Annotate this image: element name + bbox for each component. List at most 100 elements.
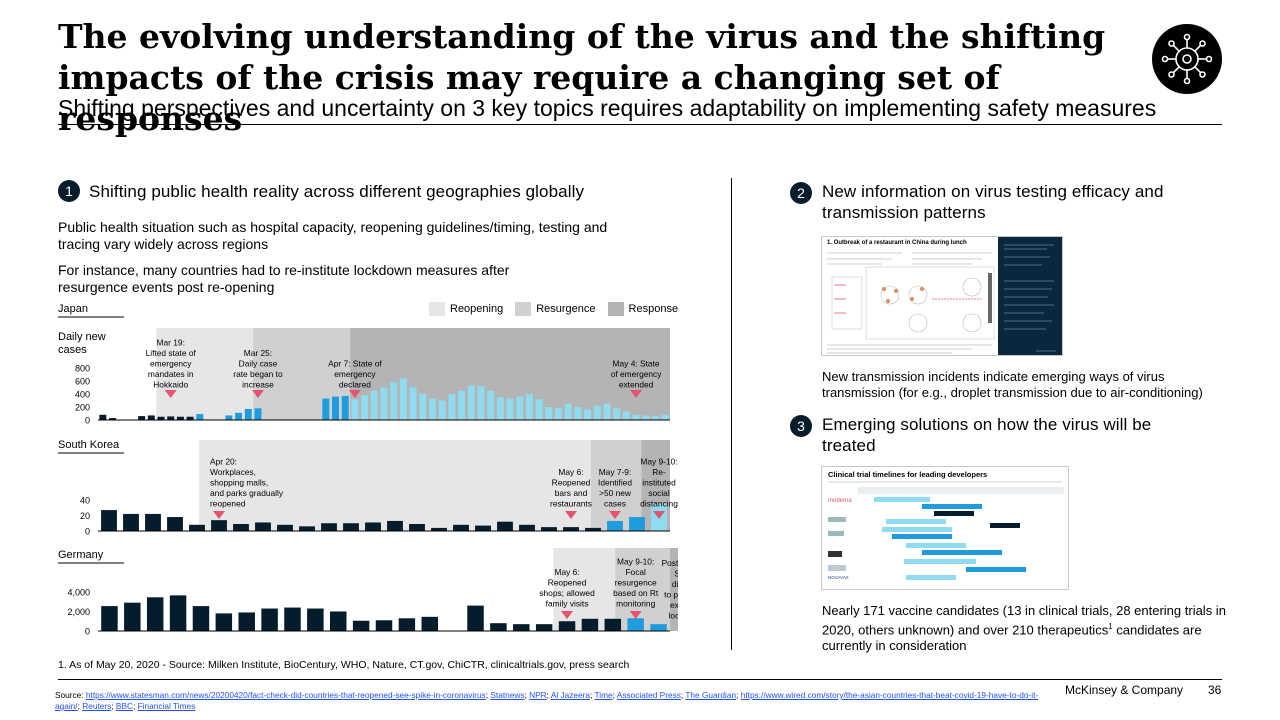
annotation-label: lockdown [669,611,678,621]
annotation-label: >50 new [599,488,632,498]
y-tick-label: 2,000 [67,607,90,617]
thumbnail-title: 1. Outbreak of a restaurant in China dur… [827,240,967,246]
annotation-label: reopened [210,499,246,509]
bar [101,606,118,631]
annotation-marker [629,611,642,619]
country-label: Japan [58,303,88,315]
moderna-logo: moderna [828,498,852,504]
annotation-marker [609,511,621,519]
bar [352,620,370,631]
section-2-caption: New transmission incidents indicate emer… [822,369,1203,400]
bar [235,412,243,420]
bar [419,394,427,420]
footnote: 1. As of May 20, 2020 - Source: Milken I… [58,659,630,671]
annotation-label: shopping malls, [210,478,268,488]
bar [109,418,117,420]
annotation-label: mandates in [148,369,194,379]
phase-legend: Reopening Resurgence Response [429,302,678,316]
annotation-label: distancing [640,499,678,509]
section-1-para-2: For instance, many countries had to re-i… [58,262,510,295]
bar [555,408,562,420]
bar [558,621,576,631]
legend-label: Reopening [450,303,504,315]
bar [525,394,533,420]
y-axis-label: cases [58,344,87,356]
bar [233,524,249,531]
thumbnail-title: Clinical trial timelines for leading dev… [828,470,987,479]
bar [458,390,466,420]
source-link[interactable]: NPR [529,690,547,700]
section-3-caption: Nearly 171 vaccine candidates (13 in cli… [822,603,1227,654]
clinical-trial-thumbnail[interactable]: Clinical trial timelines for leading dev… [821,466,1069,590]
bar [564,403,572,420]
bar [629,517,645,531]
bar [506,398,514,420]
bar [167,517,183,531]
source-link[interactable]: Time [594,690,613,700]
annotation-marker [164,390,177,398]
bar [627,618,644,631]
section-2-number: 2 [790,182,812,204]
bar [661,414,669,420]
phase-band-response [670,548,678,631]
phase-band-resurgence [615,548,670,631]
bar [169,595,187,631]
source-link[interactable]: https://www.wired.com/story/the-asian-co… [55,690,1039,711]
section-2-heading: New information on virus testing efficac… [822,182,1164,222]
annotation-label: May 6: [558,467,583,477]
annotation-label: shops; allowed [539,588,595,598]
legend-swatch [429,302,445,316]
bar [361,395,369,420]
bar [211,520,227,531]
source-link[interactable]: Financial Times [137,701,196,711]
annotation-label: cases [604,499,626,509]
bar [299,526,315,531]
bar [585,527,601,531]
annotation-label: Apr 20: [210,457,237,467]
annotation-label: Hokkaido [153,380,188,390]
source-link[interactable]: Al Jazeera [550,690,591,700]
caption-text: Nearly 171 vaccine candidates (13 in cli… [822,603,1226,638]
y-tick-label: 0 [85,627,90,637]
bar [431,527,447,531]
source-link[interactable]: BBC [115,701,133,711]
bar [467,385,475,420]
annotation-marker [630,390,643,398]
bar [186,416,194,420]
bar [238,612,255,631]
annotation-label: emergency [334,369,376,379]
bar [421,616,438,631]
bar [490,623,507,631]
bar [497,521,513,531]
source-link[interactable]: Statnews [490,690,525,700]
bar [146,597,164,631]
bar [651,416,659,420]
annotation-marker [561,611,574,619]
source-link[interactable]: The Guardian [685,690,737,700]
source-link[interactable]: Associated Press [616,690,681,700]
bar [535,624,553,631]
transmission-study-thumbnail[interactable]: 1. Outbreak of a restaurant in China dur… [821,236,1063,356]
annotation-label: declared [339,380,371,390]
bar [307,608,324,631]
legend-swatch [515,302,532,316]
phase-band-reopening [199,440,591,531]
bar [603,403,611,420]
annotation-label: and parks gradually [210,488,284,498]
bar [535,399,543,420]
bar [284,607,301,631]
bar [428,398,436,420]
country-label: Germany [58,549,104,561]
source-link[interactable]: https://www.statesman.com/news/20200420/… [85,690,486,700]
annotation-label: Identified [598,478,632,488]
bar [387,520,403,531]
source-link[interactable]: Reuters [82,701,112,711]
bar [409,387,417,420]
footnote-marker: 1 [1108,622,1113,631]
annotation-marker [653,511,665,519]
bar [574,407,582,420]
annotation-marker [348,390,361,398]
annotation-label: Re- [652,467,666,477]
